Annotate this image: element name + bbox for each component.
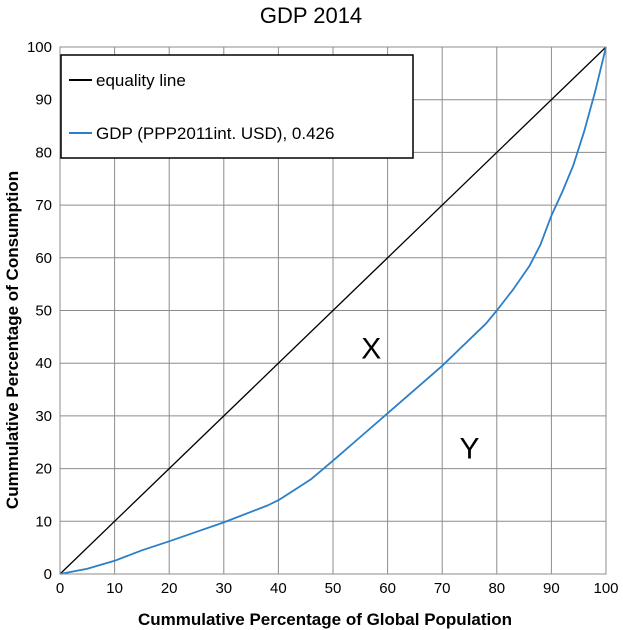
y-tick-label: 30 [35, 408, 52, 425]
legend-entry: GDP (PPP2011int. USD), 0.426 [96, 124, 334, 143]
y-tick-label: 90 [35, 92, 52, 109]
y-axis-label: Cummulative Percentage of Consumption [3, 171, 22, 509]
x-tick-label: 90 [543, 580, 560, 597]
y-tick-label: 50 [35, 303, 52, 320]
y-tick-label: 80 [35, 144, 52, 161]
annotation-label: X [361, 332, 381, 365]
y-tick-label: 0 [44, 566, 52, 583]
x-tick-label: 80 [488, 580, 505, 597]
y-tick-label: 10 [35, 513, 52, 530]
series-line-0 [59, 46, 607, 575]
series-line-1 [59, 46, 607, 575]
x-axis-label: Cummulative Percentage of Global Populat… [138, 610, 512, 629]
x-tick-label: 100 [593, 580, 618, 597]
x-tick-label: 40 [270, 580, 287, 597]
legend-entry: equality line [96, 71, 186, 90]
legend-box [60, 54, 414, 159]
x-tick-label: 20 [161, 580, 178, 597]
y-tick-label: 40 [35, 355, 52, 372]
chart-title: GDP 2014 [260, 3, 362, 28]
tick-labels: 0 10 20 30 40 50 60 70 80 90 100 0 10 20 30 40 50 60 70 80 9… [27, 39, 619, 597]
x-tick-label: 10 [106, 580, 123, 597]
x-tick-label: 30 [215, 580, 232, 597]
series-lines [59, 46, 607, 575]
y-tick-label: 20 [35, 461, 52, 478]
y-tick-label: 70 [35, 197, 52, 214]
annotations: XY [361, 332, 479, 465]
x-tick-label: 50 [325, 580, 342, 597]
y-tick-label: 100 [27, 39, 52, 56]
x-tick-label: 60 [379, 580, 396, 597]
legend: equality line GDP (PPP2011int. USD), 0.42… [60, 54, 414, 159]
x-tick-label: 70 [434, 580, 451, 597]
x-tick-label: 0 [56, 580, 64, 597]
y-tick-label: 60 [35, 250, 52, 267]
annotation-label: Y [459, 433, 479, 466]
plot-area-border [59, 46, 607, 575]
